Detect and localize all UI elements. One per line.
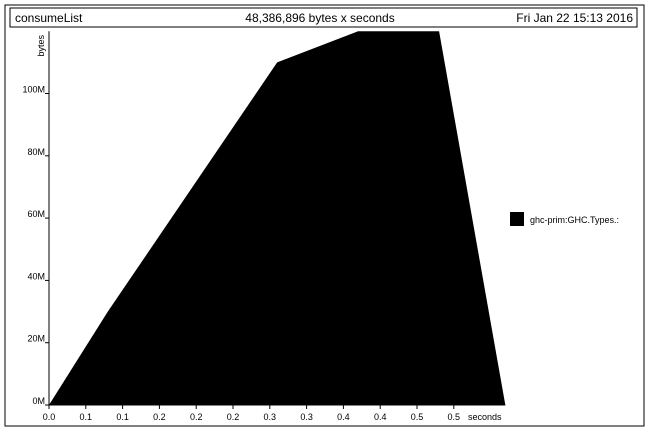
y-tick-label: 80M [27,147,45,157]
series-area-0 [49,31,506,405]
x-tick-label: 0.5 [411,412,424,422]
x-tick-label: 0.1 [116,412,129,422]
header-box [9,7,638,28]
legend-label: ghc-prim:GHC.Types.: [530,215,619,225]
x-axis-label: seconds [468,412,502,422]
y-tick-label: 20M [27,334,45,344]
x-tick-label: 0.5 [448,412,461,422]
x-tick-label: 0.2 [227,412,240,422]
y-tick-label: 100M [22,85,45,95]
x-tick-label: 0.4 [337,412,350,422]
x-tick-label: 0.3 [264,412,277,422]
program-name: consumeList [15,11,83,25]
legend-swatch [510,212,524,226]
outer-frame [4,4,645,427]
x-tick-label: 0.0 [43,412,56,422]
y-axis-label: bytes [36,35,46,57]
y-tick-label: 40M [27,271,45,281]
total-bytes-seconds: 48,386,896 bytes x seconds [245,11,394,25]
x-tick-label: 0.3 [300,412,313,422]
run-date: Fri Jan 22 15:13 2016 [516,11,633,25]
y-tick-label: 60M [27,209,45,219]
x-tick-label: 0.2 [190,412,203,422]
x-tick-label: 0.4 [374,412,387,422]
x-tick-label: 0.1 [80,412,93,422]
x-tick-label: 0.2 [153,412,166,422]
y-tick-label: 0M [32,396,45,406]
